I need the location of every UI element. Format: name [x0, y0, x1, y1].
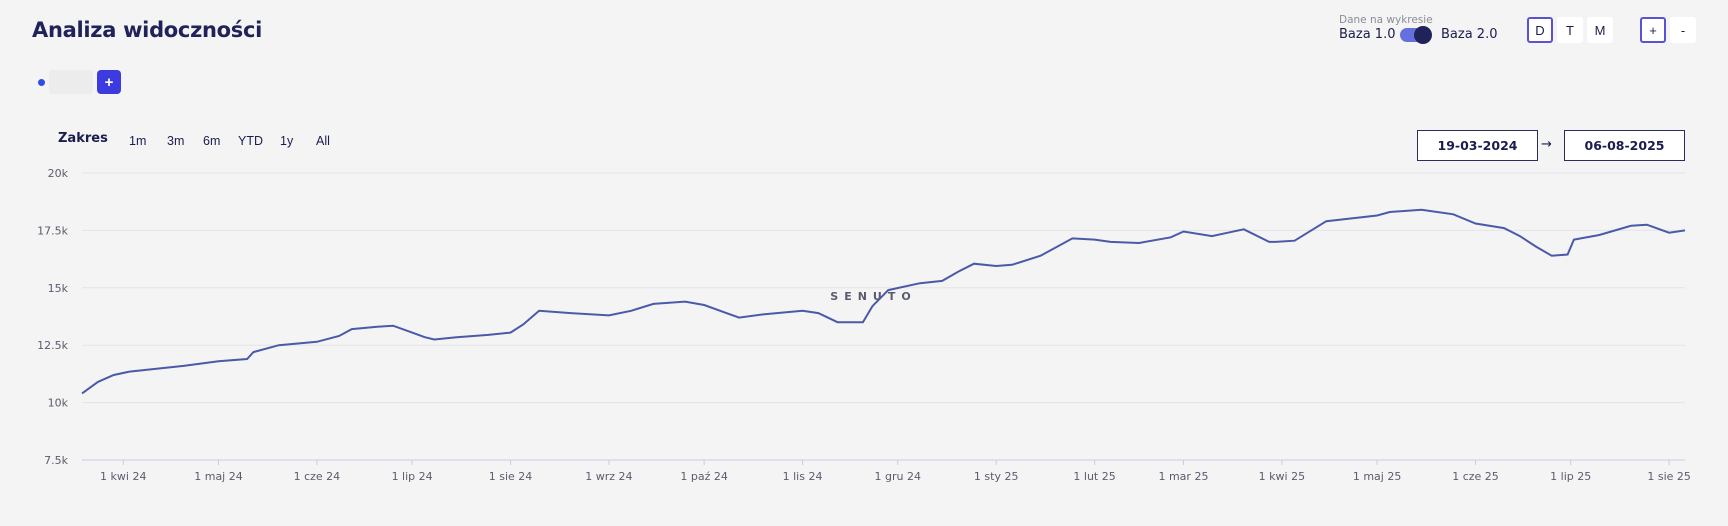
- granularity-week-button[interactable]: T: [1557, 17, 1583, 43]
- date-to-input[interactable]: 06-08-2025: [1564, 130, 1685, 161]
- x-tick-label: 1 wrz 24: [585, 470, 632, 483]
- x-tick-label: 1 sie 25: [1647, 470, 1691, 483]
- x-tick-label: 1 mar 25: [1158, 470, 1208, 483]
- y-tick-label: 17.5k: [37, 224, 68, 237]
- y-tick-label: 7.5k: [44, 454, 68, 467]
- add-series-button[interactable]: +: [97, 70, 121, 94]
- series-name-box[interactable]: [49, 70, 93, 94]
- zoom-out-button[interactable]: -: [1670, 17, 1696, 43]
- x-tick-label: 1 sty 25: [974, 470, 1019, 483]
- x-tick-label: 1 gru 24: [875, 470, 921, 483]
- range-ytd-button[interactable]: YTD: [238, 134, 263, 148]
- watermark: SENUTO: [830, 290, 916, 303]
- database-label-2: Baza 2.0: [1441, 27, 1498, 42]
- y-tick-label: 15k: [48, 282, 69, 295]
- x-tick-label: 1 maj 25: [1353, 470, 1402, 483]
- date-from-input[interactable]: 19-03-2024: [1417, 130, 1538, 161]
- range-1m-button[interactable]: 1m: [129, 134, 147, 148]
- range-1y-button[interactable]: 1y: [280, 134, 294, 148]
- x-tick-label: 1 kwi 25: [1259, 470, 1305, 483]
- x-tick-label: 1 cze 24: [294, 470, 341, 483]
- range-6m-button[interactable]: 6m: [203, 134, 221, 148]
- range-3m-button[interactable]: 3m: [167, 134, 185, 148]
- date-range-arrow-icon: →: [1541, 137, 1552, 152]
- x-tick-label: 1 lis 24: [783, 470, 823, 483]
- series-color-dot: [38, 78, 45, 86]
- y-tick-label: 10k: [48, 397, 69, 410]
- page-title: Analiza widoczności: [32, 18, 263, 42]
- x-axis: 1 kwi 24 1 maj 24 1 cze 24 1 lip 24 1 sie 24…: [100, 460, 1691, 483]
- range-all-button[interactable]: All: [316, 134, 330, 148]
- x-tick-label: 1 sie 24: [489, 470, 533, 483]
- granularity-month-button[interactable]: M: [1587, 17, 1613, 43]
- database-label-1: Baza 1.0: [1339, 27, 1396, 42]
- chart-grid: [82, 172, 1685, 461]
- zoom-in-button[interactable]: +: [1640, 17, 1666, 43]
- database-caption: Dane na wykresie: [1339, 14, 1433, 26]
- y-tick-label: 20k: [48, 167, 69, 180]
- x-tick-label: 1 kwi 24: [100, 470, 146, 483]
- x-tick-label: 1 cze 25: [1452, 470, 1499, 483]
- range-label: Zakres: [58, 131, 108, 146]
- x-tick-label: 1 maj 24: [194, 470, 243, 483]
- x-tick-label: 1 lip 25: [1550, 470, 1591, 483]
- database-toggle[interactable]: [1400, 26, 1432, 44]
- y-tick-label: 12.5k: [37, 339, 68, 352]
- y-axis: 7.5k 10k 12.5k 15k 17.5k 20k: [37, 167, 68, 467]
- x-tick-label: 1 lip 24: [392, 470, 433, 483]
- toggle-knob[interactable]: [1414, 26, 1432, 44]
- x-tick-label: 1 lut 25: [1073, 470, 1115, 483]
- series-legend: +: [38, 70, 121, 94]
- x-tick-label: 1 paź 24: [680, 470, 728, 483]
- granularity-day-button[interactable]: D: [1527, 17, 1553, 43]
- series-line[interactable]: [81, 208, 1686, 395]
